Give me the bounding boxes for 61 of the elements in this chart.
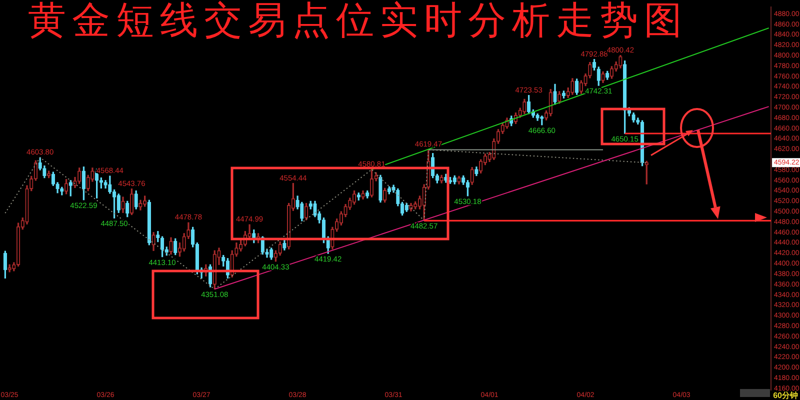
candlestick <box>462 175 466 185</box>
candlestick <box>121 196 125 213</box>
candlestick <box>134 190 138 210</box>
candlestick <box>570 78 574 95</box>
candlestick <box>574 78 579 95</box>
candlestick <box>352 190 356 205</box>
candlestick <box>86 174 90 192</box>
chart-title: 黄金短线交易点位实时分析走势图 <box>28 0 688 42</box>
candlestick <box>361 190 365 200</box>
candlestick <box>474 166 478 176</box>
candlestick <box>370 169 374 198</box>
candlestick <box>562 90 566 99</box>
candlestick <box>222 254 226 267</box>
candlestick <box>130 188 134 216</box>
candlestick <box>536 113 540 121</box>
candlestick <box>457 176 461 184</box>
candlestick <box>270 248 274 260</box>
candlestick <box>42 166 46 178</box>
candlestick <box>164 246 168 256</box>
candlestick <box>601 71 605 83</box>
candlestick <box>466 180 470 196</box>
candlestick <box>414 201 418 210</box>
candlestick <box>182 233 186 252</box>
candlestick <box>152 232 156 251</box>
candlestick <box>610 66 614 79</box>
candlestick <box>618 55 622 68</box>
line-series <box>4 149 648 290</box>
candlestick <box>500 122 504 134</box>
candlestick <box>522 98 526 114</box>
candlestick <box>404 202 408 212</box>
candlestick <box>304 202 308 220</box>
candlestick <box>632 112 636 122</box>
candlestick <box>366 190 370 198</box>
candlestick <box>16 222 20 267</box>
candlestick <box>378 174 382 203</box>
candlestick <box>160 236 164 258</box>
candlestick <box>68 180 72 196</box>
candlestick <box>116 194 120 213</box>
candlestick <box>64 179 68 194</box>
candlestick <box>452 175 456 184</box>
candlestick <box>596 66 600 86</box>
candlestick <box>99 177 104 189</box>
candlestick <box>186 222 190 239</box>
candlestick <box>38 157 42 170</box>
candlestick <box>174 238 178 256</box>
candlestick <box>313 200 317 218</box>
candlestick <box>592 58 596 70</box>
candlestick <box>282 240 286 250</box>
candlestick <box>169 237 173 255</box>
candlestick <box>156 231 160 242</box>
candlestick <box>138 200 142 210</box>
text: 60分钟 <box>773 391 798 400</box>
candlestick <box>278 241 282 256</box>
candlestick <box>470 167 474 185</box>
candlestick <box>558 91 562 104</box>
candlestick <box>440 174 444 184</box>
candlestick <box>78 168 82 184</box>
candlestick <box>356 192 360 200</box>
candlestick <box>82 166 86 200</box>
candlestick <box>104 180 108 189</box>
candlestick <box>553 84 557 105</box>
